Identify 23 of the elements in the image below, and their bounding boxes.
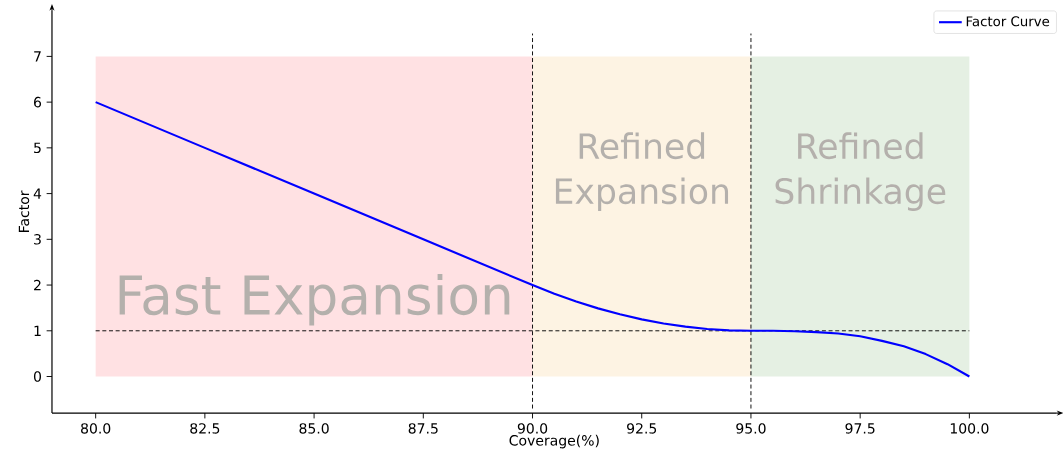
- x-tick-label: 90.0: [517, 423, 548, 434]
- y-tick-label: 3: [34, 234, 41, 245]
- band-label: Refined Expansion: [555, 132, 729, 212]
- y-axis-title: Factor: [18, 190, 30, 233]
- x-tick-label: 85.0: [299, 423, 329, 434]
- y-tick-label: 6: [34, 96, 42, 108]
- x-axis-title: Coverage(%): [509, 435, 599, 449]
- y-tick-label: 7: [34, 51, 41, 62]
- x-tick-label: 97.5: [845, 423, 875, 434]
- y-tick-label: 0: [33, 371, 41, 382]
- x-tick-label: 92.5: [627, 423, 657, 434]
- y-tick-label: 5: [34, 142, 41, 154]
- x-tick-label: 82.5: [190, 423, 220, 434]
- x-tick-label: 87.5: [408, 423, 438, 434]
- y-tick-label: 4: [33, 188, 42, 199]
- y-tick-label: 1: [34, 325, 41, 337]
- y-tick-label: 2: [34, 279, 41, 291]
- x-tick-label: 80.0: [81, 423, 111, 434]
- legend-label: Factor Curve: [966, 16, 1050, 27]
- x-tick-label: 100.0: [950, 423, 989, 434]
- band-label: Fast Expansion: [119, 274, 510, 326]
- band-label: Refined Shrinkage: [775, 132, 946, 212]
- x-tick-label: 95.0: [736, 423, 766, 434]
